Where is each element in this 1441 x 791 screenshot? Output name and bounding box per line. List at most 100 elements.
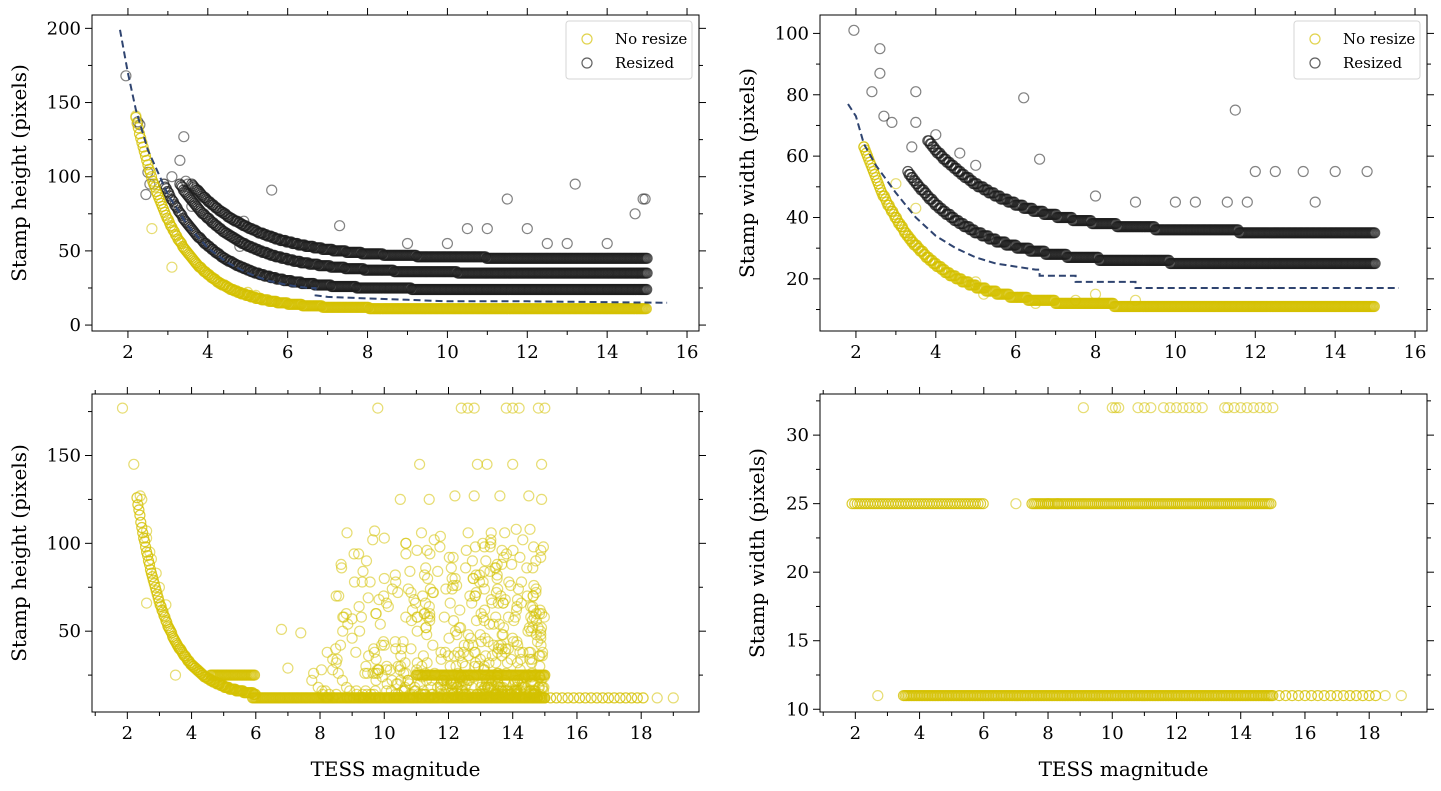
no-resize-point bbox=[523, 490, 535, 502]
no-resize-point bbox=[341, 692, 353, 704]
x-tick-label: 18 bbox=[630, 723, 653, 744]
no-resize-point bbox=[344, 685, 356, 697]
resized-point bbox=[1089, 190, 1102, 202]
no-resize-point bbox=[510, 523, 522, 535]
no-resize-point bbox=[418, 569, 431, 581]
no-resize-point bbox=[442, 650, 454, 662]
no-resize-point bbox=[517, 646, 529, 658]
no-resize-point bbox=[372, 402, 384, 414]
no-resize-point bbox=[478, 681, 490, 694]
no-resize-point bbox=[534, 604, 546, 616]
no-resize-point bbox=[417, 650, 429, 662]
no-resize-point bbox=[422, 611, 434, 623]
legend-label-no-resize: No resize bbox=[1343, 30, 1415, 48]
no-resize-point bbox=[1379, 689, 1391, 702]
no-resize-point bbox=[145, 553, 157, 565]
no-resize-point bbox=[1357, 689, 1369, 702]
no-resize-point bbox=[480, 555, 492, 567]
no-resize-point bbox=[133, 504, 145, 516]
no-resize-point bbox=[350, 646, 362, 658]
no-resize-point bbox=[1286, 689, 1298, 702]
no-resize-point bbox=[462, 402, 474, 414]
no-resize-point bbox=[333, 590, 345, 602]
no-resize-point bbox=[537, 541, 550, 553]
no-resize-point bbox=[282, 662, 294, 674]
resized-point bbox=[1229, 104, 1241, 116]
x-tick-label: 14 bbox=[1324, 342, 1347, 363]
resized-point bbox=[234, 240, 246, 252]
x-tick-label: 4 bbox=[914, 723, 925, 744]
no-resize-point bbox=[637, 692, 649, 704]
no-resize-point bbox=[1369, 689, 1382, 702]
no-resize-point bbox=[395, 674, 407, 687]
no-resize-point bbox=[424, 548, 436, 560]
resized-point bbox=[541, 237, 553, 250]
no-resize-point bbox=[355, 611, 367, 623]
plot-area bbox=[846, 402, 1407, 702]
no-resize-point bbox=[357, 565, 369, 578]
no-resize-point bbox=[507, 544, 519, 557]
y-tick-label: 20 bbox=[786, 269, 809, 290]
no-resize-point bbox=[275, 623, 288, 636]
no-resize-point bbox=[535, 551, 547, 564]
resized-point bbox=[1361, 165, 1373, 178]
no-resize-point bbox=[146, 223, 158, 235]
no-resize-point bbox=[427, 586, 439, 599]
no-resize-point bbox=[169, 669, 182, 681]
no-resize-point bbox=[620, 692, 632, 704]
no-resize-point bbox=[337, 625, 349, 637]
no-resize-point bbox=[1109, 402, 1122, 414]
no-resize-point bbox=[331, 653, 343, 665]
no-resize-point bbox=[144, 546, 156, 558]
no-resize-point bbox=[539, 669, 551, 681]
no-resize-point bbox=[1190, 402, 1202, 414]
no-resize-point bbox=[1325, 689, 1337, 702]
no-resize-point bbox=[505, 653, 517, 665]
no-resize-point bbox=[499, 646, 511, 658]
y-tick-label: 60 bbox=[786, 146, 809, 167]
no-resize-point bbox=[382, 600, 394, 613]
no-resize-point bbox=[537, 681, 549, 694]
no-resize-point bbox=[484, 618, 496, 630]
resized-point bbox=[1309, 196, 1321, 208]
no-resize-point bbox=[346, 632, 358, 644]
no-resize-point bbox=[440, 583, 452, 595]
no-resize-point bbox=[1106, 402, 1118, 414]
resized-point bbox=[641, 283, 653, 296]
no-resize-point bbox=[525, 611, 537, 623]
no-resize-point bbox=[497, 629, 509, 641]
no-resize-point bbox=[190, 257, 202, 269]
no-resize-point bbox=[640, 303, 652, 315]
no-resize-point bbox=[1331, 689, 1343, 702]
no-resize-point bbox=[890, 178, 902, 190]
no-resize-point bbox=[128, 458, 140, 470]
no-resize-point bbox=[362, 592, 374, 604]
no-resize-point bbox=[492, 597, 504, 609]
no-resize-point bbox=[400, 548, 412, 560]
no-resize-point bbox=[382, 692, 394, 704]
resized-point bbox=[120, 70, 132, 82]
no-resize-point bbox=[469, 541, 481, 553]
no-resize-point bbox=[471, 458, 483, 470]
no-resize-point bbox=[315, 664, 328, 676]
no-resize-point bbox=[858, 141, 870, 153]
no-resize-point bbox=[488, 685, 500, 697]
no-resize-point bbox=[536, 646, 549, 658]
no-resize-point bbox=[631, 692, 643, 704]
no-resize-point bbox=[532, 622, 544, 634]
no-resize-point bbox=[1077, 402, 1090, 414]
no-resize-point bbox=[447, 551, 459, 564]
no-resize-point bbox=[1273, 689, 1285, 702]
no-resize-point bbox=[467, 572, 479, 585]
no-resize-point bbox=[535, 493, 548, 505]
x-tick-label: 6 bbox=[250, 723, 261, 744]
no-resize-point bbox=[405, 614, 418, 627]
resized-point bbox=[186, 200, 198, 212]
resized-point bbox=[178, 131, 190, 143]
no-resize-point bbox=[158, 609, 170, 622]
x-tick-label: 2 bbox=[122, 723, 133, 744]
no-resize-point bbox=[444, 597, 456, 609]
no-resize-point bbox=[482, 636, 494, 648]
